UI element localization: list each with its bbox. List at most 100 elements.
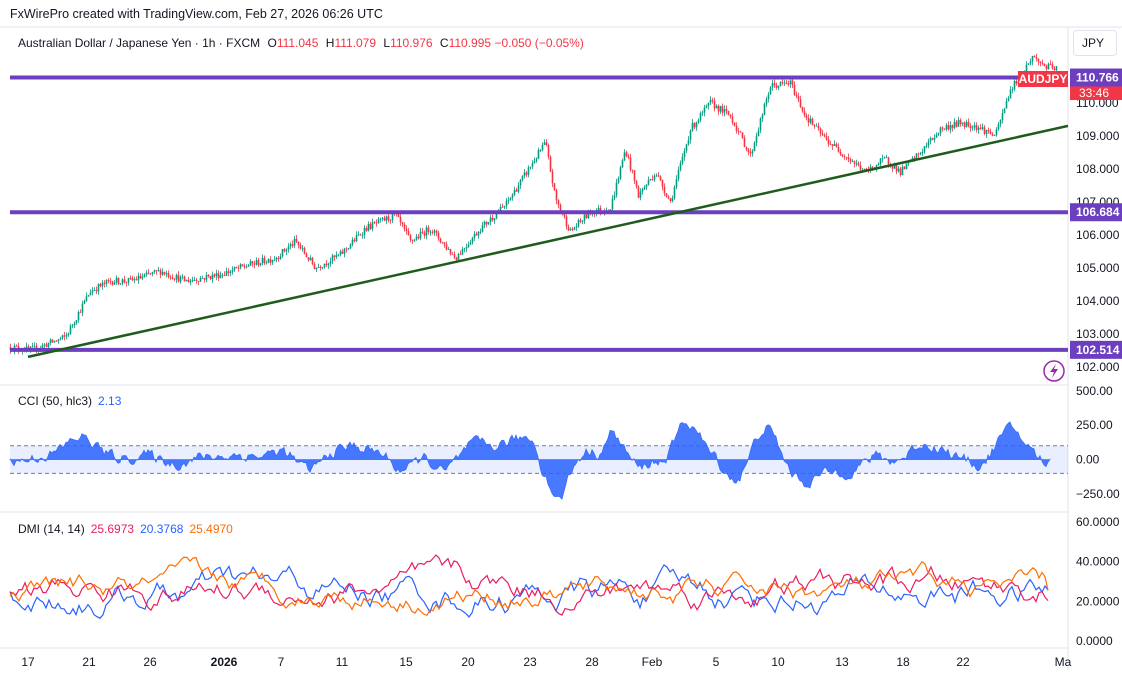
candle-body bbox=[801, 106, 804, 112]
candle-body bbox=[831, 144, 834, 147]
candle-body bbox=[921, 151, 924, 154]
candle-body bbox=[397, 214, 400, 217]
candle-body bbox=[465, 247, 468, 249]
candle-body bbox=[493, 218, 496, 221]
candle-body bbox=[935, 134, 938, 138]
candle-body bbox=[469, 242, 472, 245]
candle-body bbox=[1015, 80, 1018, 84]
adx-value: 25.4970 bbox=[189, 522, 233, 536]
candle-body bbox=[335, 255, 338, 257]
candle-body bbox=[361, 234, 364, 236]
candle-body bbox=[797, 96, 800, 100]
candle-body bbox=[1055, 66, 1058, 71]
candle-body bbox=[723, 109, 726, 113]
candle-body bbox=[437, 232, 440, 239]
candle-body bbox=[551, 171, 554, 184]
candle-body bbox=[621, 160, 624, 168]
candle-body bbox=[133, 279, 136, 281]
price-axis[interactable]: 110.000109.000108.000107.000106.000105.0… bbox=[1076, 96, 1120, 374]
candle-body bbox=[447, 248, 450, 250]
candle-body bbox=[149, 273, 152, 275]
candle-body bbox=[461, 249, 464, 255]
candle-body bbox=[345, 248, 348, 250]
candle-body bbox=[433, 230, 436, 233]
candle-body bbox=[955, 121, 958, 127]
candle-body bbox=[1043, 63, 1046, 66]
candle-body bbox=[471, 237, 474, 243]
candle-body bbox=[519, 179, 522, 186]
candle-body bbox=[701, 112, 704, 114]
candle-body bbox=[649, 179, 652, 181]
candle-body bbox=[961, 122, 964, 124]
candle-body bbox=[791, 80, 794, 85]
candle-body bbox=[125, 282, 128, 284]
candle-body bbox=[1027, 63, 1030, 65]
candle-body bbox=[529, 166, 532, 168]
lightning-icon[interactable] bbox=[1043, 360, 1065, 382]
high-value: 111.079 bbox=[334, 36, 377, 50]
candle-body bbox=[537, 150, 540, 159]
candle-body bbox=[265, 262, 268, 264]
candle-body bbox=[287, 246, 290, 250]
candle-body bbox=[1025, 64, 1028, 72]
candle-body bbox=[477, 231, 480, 236]
candle-body bbox=[1037, 58, 1040, 62]
candle-body bbox=[501, 206, 504, 208]
candle-body bbox=[187, 279, 190, 283]
currency-button[interactable]: JPY bbox=[1073, 30, 1117, 56]
candle-body bbox=[571, 228, 574, 230]
candle-body bbox=[159, 270, 162, 275]
cci-legend[interactable]: CCI (50, hlc3) 2.13 bbox=[18, 394, 127, 408]
candle-body bbox=[699, 113, 702, 121]
candle-body bbox=[363, 227, 366, 235]
candle-body bbox=[281, 249, 284, 257]
symbol-legend[interactable]: Australian Dollar / Japanese Yen · 1h · … bbox=[18, 36, 584, 50]
candle-body bbox=[207, 274, 210, 277]
dmi-minus-value: 20.3768 bbox=[140, 522, 184, 536]
candle-body bbox=[599, 207, 602, 213]
candle-body bbox=[661, 180, 664, 187]
price-tick-label: 105.000 bbox=[1076, 261, 1120, 275]
candle-body bbox=[365, 227, 368, 231]
candle-body bbox=[417, 236, 420, 239]
candle-body bbox=[663, 186, 666, 194]
price-tick-label: 104.000 bbox=[1076, 294, 1120, 308]
candle-body bbox=[757, 130, 760, 137]
candle-body bbox=[117, 277, 120, 285]
time-tick-label: 13 bbox=[835, 655, 849, 669]
candle-body bbox=[697, 120, 700, 123]
candle-body bbox=[793, 84, 796, 95]
candle-body bbox=[977, 127, 980, 130]
candle-body bbox=[441, 242, 444, 244]
dmi-pane: 60.0000 40.0000 20.0000 0.0000 bbox=[9, 515, 1120, 648]
level-tag-2: 106.684 bbox=[1076, 205, 1120, 219]
candle-body bbox=[887, 157, 890, 164]
candle-body bbox=[583, 214, 586, 221]
candle-body bbox=[931, 138, 934, 140]
candle-body bbox=[799, 99, 802, 107]
candle-body bbox=[49, 339, 52, 344]
candle-body bbox=[911, 157, 914, 161]
candle-body bbox=[327, 263, 330, 265]
trendline-line[interactable] bbox=[27, 124, 1069, 359]
high-label: H bbox=[325, 36, 335, 50]
candle-body bbox=[883, 157, 886, 159]
level-tag-3: 102.514 bbox=[1076, 343, 1120, 357]
trendline[interactable] bbox=[27, 124, 1069, 359]
candle-body bbox=[377, 219, 380, 224]
candle-body bbox=[741, 132, 744, 139]
candle-body bbox=[131, 278, 134, 281]
candle-body bbox=[453, 254, 456, 258]
candle-body bbox=[225, 271, 228, 276]
candle-body bbox=[67, 333, 70, 336]
candle-body bbox=[771, 83, 774, 88]
time-tick-label: 26 bbox=[143, 655, 157, 669]
candle-body bbox=[439, 238, 442, 243]
dmi-plus-line bbox=[9, 564, 1049, 619]
candle-body bbox=[71, 325, 74, 326]
candle-body bbox=[631, 169, 634, 171]
dmi-legend[interactable]: DMI (14, 14) 25.6973 20.3768 25.4970 bbox=[18, 522, 239, 536]
time-axis[interactable]: 17 21 26 2026 7 11 15 20 23 28 Feb 5 10 13 18 22 Ma bbox=[21, 655, 1071, 669]
